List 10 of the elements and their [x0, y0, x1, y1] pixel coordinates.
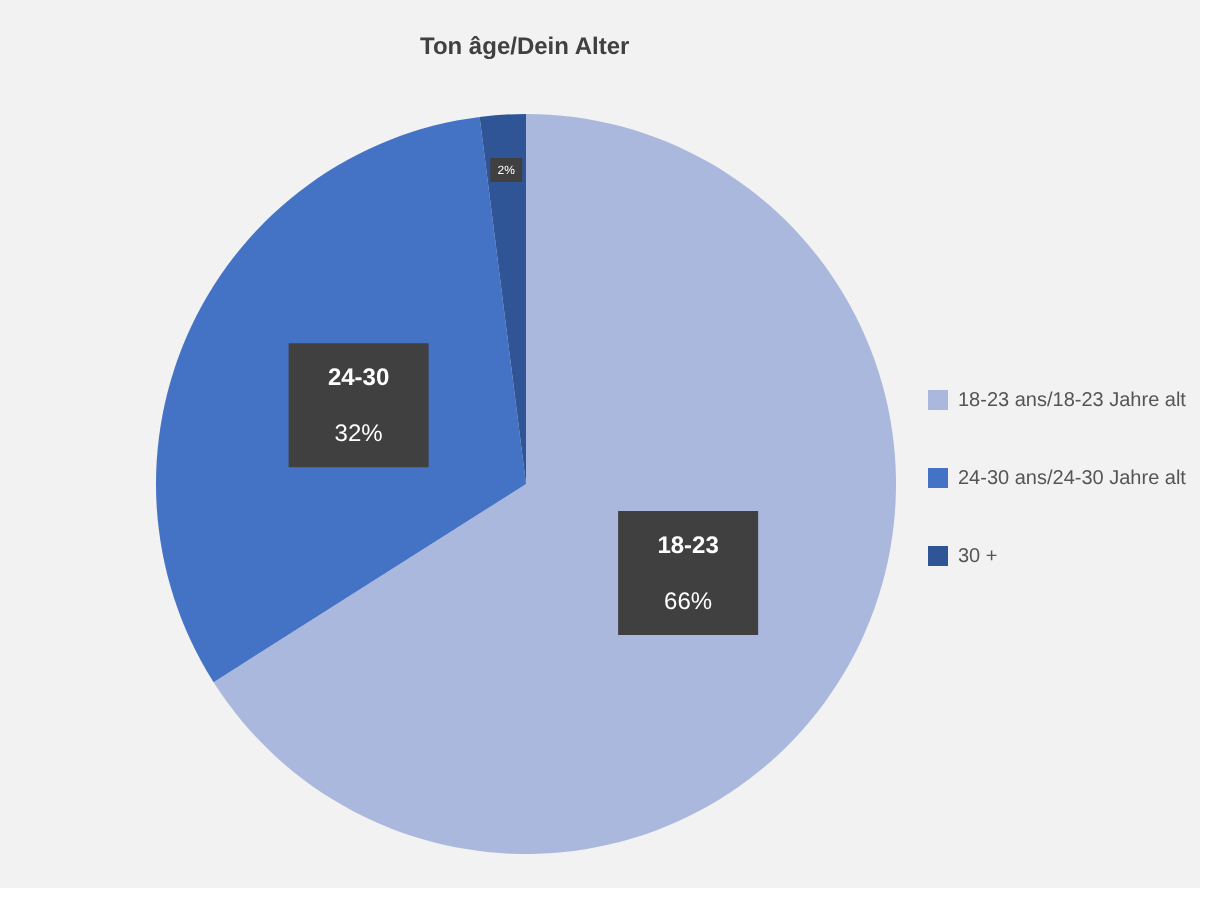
- text: 24-30: [327, 363, 390, 392]
- data-label: 32%: [334, 419, 384, 448]
- text: 18-23: [657, 531, 719, 560]
- pie-slice: [479, 114, 526, 484]
- chart-title: Ton âge/Dein Alter: [420, 32, 631, 60]
- legend-label: 18-23 ans/18-23 Jahre alt: [958, 390, 1187, 412]
- pie-slice: [213, 114, 896, 854]
- legend-label: 30 +: [958, 546, 998, 568]
- data-label: 66%: [664, 587, 713, 616]
- legend-label: 24-30 ans/24-30 Jahre alt: [958, 468, 1187, 490]
